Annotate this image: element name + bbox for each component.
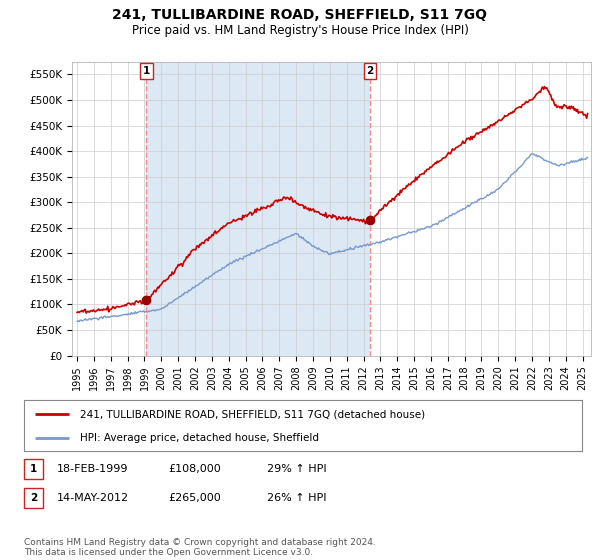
- Text: 2: 2: [366, 66, 373, 76]
- Text: 1: 1: [30, 464, 37, 474]
- Text: 18-FEB-1999: 18-FEB-1999: [57, 464, 128, 474]
- Text: 1: 1: [143, 66, 150, 76]
- Text: Price paid vs. HM Land Registry's House Price Index (HPI): Price paid vs. HM Land Registry's House …: [131, 24, 469, 36]
- Text: £265,000: £265,000: [168, 493, 221, 503]
- Text: Contains HM Land Registry data © Crown copyright and database right 2024.
This d: Contains HM Land Registry data © Crown c…: [24, 538, 376, 557]
- Text: 14-MAY-2012: 14-MAY-2012: [57, 493, 129, 503]
- Text: 241, TULLIBARDINE ROAD, SHEFFIELD, S11 7GQ (detached house): 241, TULLIBARDINE ROAD, SHEFFIELD, S11 7…: [80, 409, 425, 419]
- Text: HPI: Average price, detached house, Sheffield: HPI: Average price, detached house, Shef…: [80, 433, 319, 443]
- Text: 26% ↑ HPI: 26% ↑ HPI: [267, 493, 326, 503]
- Bar: [146, 62, 370, 356]
- Text: 241, TULLIBARDINE ROAD, SHEFFIELD, S11 7GQ: 241, TULLIBARDINE ROAD, SHEFFIELD, S11 7…: [113, 8, 487, 22]
- Text: £108,000: £108,000: [168, 464, 221, 474]
- Text: 2: 2: [30, 493, 37, 503]
- Text: 29% ↑ HPI: 29% ↑ HPI: [267, 464, 326, 474]
